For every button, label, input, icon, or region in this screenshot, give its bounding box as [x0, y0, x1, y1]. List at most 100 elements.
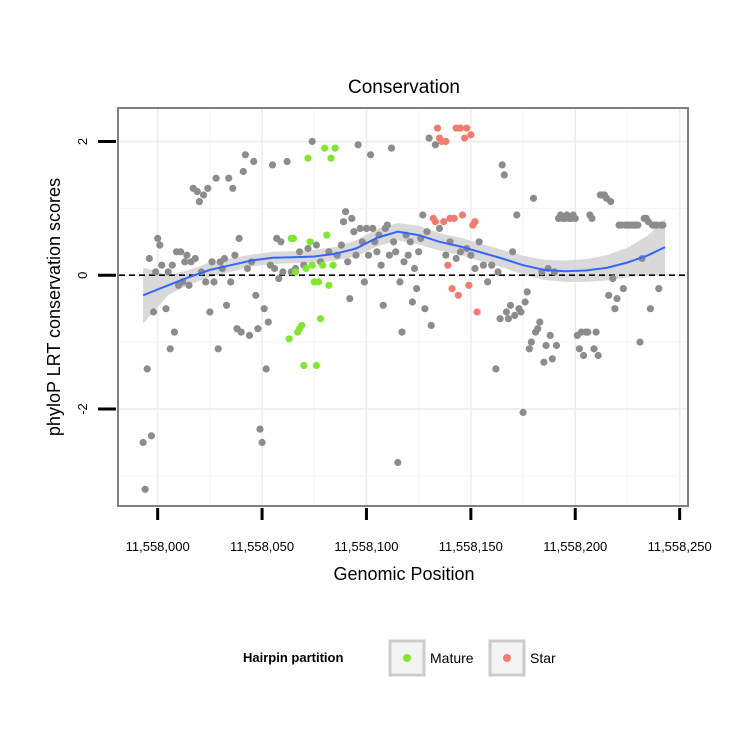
star-point-9	[448, 285, 456, 293]
other-point-56	[258, 438, 266, 447]
other-point-80	[342, 208, 350, 216]
other-point-20	[183, 251, 191, 259]
panel-border	[117, 107, 689, 507]
other-point-89	[360, 278, 368, 286]
mature-point-0	[285, 335, 293, 343]
other-point-21	[185, 281, 193, 289]
other-point-115	[415, 248, 423, 256]
mature-point-18	[323, 231, 331, 239]
other-point-14	[170, 328, 178, 336]
other-point-155	[534, 325, 542, 333]
mature-point-2	[289, 234, 297, 242]
mature-point-20	[327, 154, 335, 162]
other-point-17	[177, 248, 185, 256]
mature-point-9	[304, 154, 312, 162]
other-point-143	[508, 248, 517, 256]
legend-dot-star	[503, 654, 511, 662]
other-point-87	[356, 224, 364, 232]
other-point-72	[304, 244, 312, 253]
other-point-105	[394, 458, 402, 467]
other-point-49	[243, 264, 252, 273]
mature-point-22	[331, 144, 339, 152]
star-point-17	[465, 281, 473, 289]
other-point-5	[149, 308, 158, 316]
star-point-15	[461, 134, 469, 142]
other-point-209	[646, 305, 655, 313]
other-point-153	[529, 194, 538, 202]
other-point-130	[471, 264, 479, 273]
other-point-213	[655, 285, 663, 293]
y-tick-label-0: 2	[75, 138, 90, 145]
mature-point-6	[298, 321, 306, 329]
other-point-41	[227, 278, 235, 286]
other-point-203	[634, 221, 642, 229]
other-point-190	[607, 198, 615, 206]
other-point-74	[312, 241, 320, 249]
other-point-150	[523, 288, 531, 296]
other-point-86	[354, 141, 362, 149]
mature-point-15	[316, 315, 325, 323]
other-point-101	[385, 251, 393, 259]
star-point-10	[450, 214, 458, 222]
other-point-149	[521, 298, 529, 306]
other-point-135	[492, 365, 500, 373]
other-point-108	[400, 258, 408, 266]
other-point-184	[594, 351, 602, 360]
x-tick-label-5: 11,558,250	[648, 539, 712, 554]
x-tick-label-2: 11,558,100	[334, 539, 398, 554]
y-axis: 2 0 -2	[75, 138, 116, 415]
y-tick-label-2: -2	[75, 403, 90, 415]
other-point-107	[398, 328, 406, 336]
x-tick-label-0: 11,558,000	[126, 539, 190, 554]
other-point-100	[383, 221, 391, 229]
other-point-152	[527, 338, 536, 346]
other-point-11	[164, 268, 172, 276]
other-point-104	[392, 248, 400, 256]
other-point-148	[519, 408, 527, 416]
other-point-24	[191, 254, 199, 263]
mature-point-21	[329, 261, 337, 269]
other-point-40	[225, 174, 233, 182]
other-point-6	[152, 268, 160, 276]
other-point-112	[408, 298, 416, 306]
other-point-142	[506, 301, 515, 309]
mature-point-8	[302, 264, 310, 273]
other-point-85	[352, 251, 360, 259]
other-point-35	[214, 345, 222, 353]
star-point-1	[431, 218, 439, 226]
other-point-132	[479, 261, 487, 269]
legend-dot-mature	[403, 654, 411, 662]
other-point-164	[552, 341, 561, 350]
legend: Hairpin partition Mature Star	[243, 639, 556, 677]
other-point-91	[364, 251, 373, 259]
star-point-16	[463, 124, 471, 132]
other-point-124	[442, 251, 450, 259]
other-point-159	[542, 341, 550, 350]
other-point-117	[419, 211, 427, 219]
other-point-196	[619, 285, 627, 293]
other-point-139	[500, 171, 508, 179]
other-point-78	[337, 241, 345, 249]
other-point-126	[452, 254, 460, 263]
other-point-204	[636, 338, 644, 346]
loess-smooth-line	[142, 230, 666, 297]
other-point-61	[268, 161, 277, 169]
other-point-83	[348, 214, 356, 222]
other-point-70	[296, 248, 304, 256]
other-point-161	[546, 331, 554, 339]
mature-point-10	[306, 238, 314, 246]
other-point-192	[611, 305, 619, 313]
other-point-1	[141, 485, 149, 493]
other-point-182	[590, 345, 598, 353]
legend-title: Hairpin partition	[243, 650, 343, 665]
star-point-18	[467, 131, 475, 139]
star-point-5	[440, 218, 448, 226]
star-point-20	[471, 218, 479, 226]
mature-point-16	[319, 261, 327, 269]
other-point-163	[550, 268, 559, 276]
other-point-57	[260, 305, 268, 313]
other-point-118	[421, 305, 429, 313]
other-point-67	[283, 157, 291, 166]
mature-point-17	[321, 144, 329, 152]
data-points	[139, 124, 667, 493]
